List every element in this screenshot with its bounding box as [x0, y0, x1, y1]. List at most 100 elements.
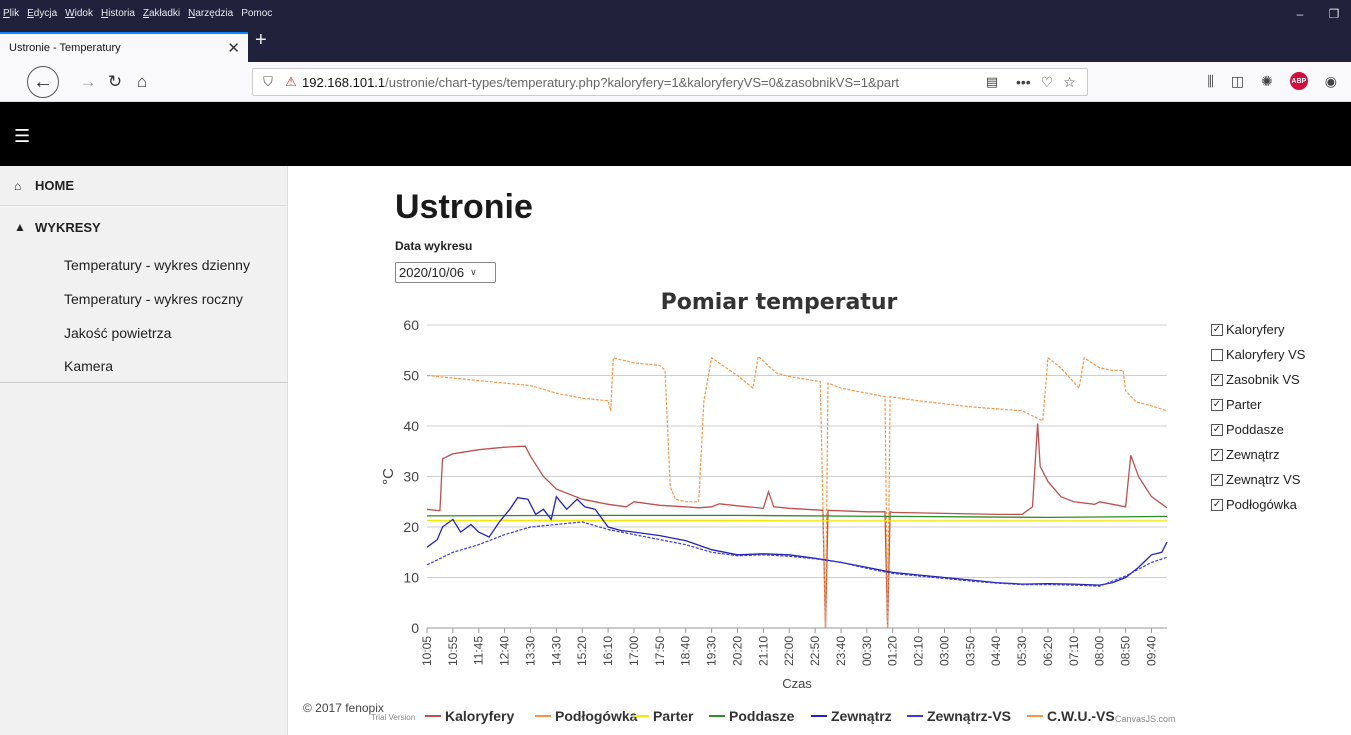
y-tick-label: 30 — [403, 469, 419, 485]
series-checkbox[interactable]: ✓ Zewnątrz VS — [1211, 472, 1300, 487]
x-tick-label: 05:30 — [1015, 636, 1029, 666]
x-tick-label: 21:10 — [756, 636, 770, 666]
sidebar-toggle-icon[interactable]: ◫ — [1230, 72, 1245, 89]
x-tick-label: 11:45 — [472, 636, 486, 665]
page-header: ☰ — [0, 102, 1351, 166]
home-button[interactable]: ⌂ — [136, 72, 148, 91]
series-checkbox-label: Poddasze — [1226, 422, 1284, 437]
extension-icon[interactable]: ✺ — [1261, 72, 1273, 89]
page-title: Ustronie — [395, 188, 533, 226]
y-tick-label: 20 — [403, 519, 419, 535]
menu-item[interactable]: Edycja — [27, 8, 58, 19]
checkbox-unchecked-icon[interactable] — [1211, 348, 1223, 361]
checkbox-checked-icon[interactable]: ✓ — [1211, 448, 1223, 461]
x-tick-label: 09:40 — [1144, 636, 1158, 666]
series-checkbox[interactable]: Kaloryfery VS — [1211, 347, 1305, 362]
restore-icon[interactable]: ❐ — [1328, 6, 1340, 21]
legend-label: Zewnątrz-VS — [927, 708, 1011, 724]
legend-label: Zewnątrz — [831, 708, 892, 724]
more-actions-icon[interactable]: ••• — [1016, 73, 1031, 90]
shield-icon[interactable]: ⛉ — [263, 74, 273, 89]
series-checkbox-label: Parter — [1226, 397, 1262, 412]
menu-item[interactable]: Plik — [3, 8, 20, 19]
date-select[interactable]: 2020/10/06 ∨ — [395, 262, 496, 283]
series-checkbox[interactable]: ✓ Kaloryfery — [1211, 322, 1285, 337]
legend-label: Parter — [653, 708, 694, 724]
reload-button[interactable]: ↻ — [107, 72, 123, 91]
menu-item[interactable]: Narzędzia — [188, 8, 234, 19]
series-checkbox[interactable]: ✓ Parter — [1211, 397, 1261, 412]
close-icon[interactable]: ✕ — [227, 40, 240, 57]
x-tick-label: 14:30 — [549, 636, 563, 666]
url-bar[interactable]: ⛉ ⚠ 192.168.101.1/ustronie/chart-types/t… — [252, 68, 1088, 96]
series-checkbox-label: Zewnątrz — [1226, 447, 1280, 462]
pocket-icon[interactable]: ♡ — [1040, 73, 1054, 90]
x-tick-label: 16:10 — [601, 636, 615, 666]
browser-tab[interactable]: Ustronie - Temperatury ✕ — [0, 32, 248, 62]
url-path: /ustronie/chart-types/temperatury.php?ka… — [385, 74, 900, 90]
forward-button[interactable]: → — [79, 72, 97, 91]
checkbox-checked-icon[interactable]: ✓ — [1211, 373, 1223, 386]
window-controls: – ❐ — [1283, 0, 1351, 27]
tab-title: Ustronie - Temperatury — [9, 42, 121, 54]
minimize-icon[interactable]: – — [1296, 6, 1304, 21]
x-tick-label: 19:30 — [705, 636, 719, 666]
menu-item[interactable]: Pomoc — [241, 8, 273, 19]
sidebar: ⌂ HOME ▲ WYKRESY Temperatury - wykres dz… — [0, 166, 288, 735]
sidebar-wykresy-label: WYKRESY — [35, 219, 101, 235]
x-tick-label: 23:40 — [834, 636, 848, 666]
x-axis-label: Czas — [782, 676, 812, 691]
reader-view-icon[interactable]: ▤ — [985, 74, 999, 89]
checkbox-checked-icon[interactable]: ✓ — [1211, 498, 1223, 511]
series-checkbox-label: Kaloryfery VS — [1226, 347, 1306, 362]
adblock-icon[interactable]: ABP — [1289, 72, 1308, 90]
series-line-zewn-trz-vs — [426, 521, 1168, 587]
x-tick-label: 10:55 — [446, 636, 460, 666]
sidebar-item-daily-chart[interactable]: Temperatury - wykres dzienny — [64, 257, 250, 273]
series-checkbox[interactable]: ✓ Podłogówka — [1211, 497, 1297, 512]
series-checkbox[interactable]: ✓ Poddasze — [1211, 422, 1284, 437]
browser-menubar: Plik Edycja Widok Historia Zakładki Narzędzia… — [0, 0, 1351, 27]
date-select-value: 2020/10/06 — [399, 265, 465, 280]
series-checkbox-label: Zasobnik VS — [1226, 372, 1300, 387]
sidebar-item-air-quality[interactable]: Jakość powietrza — [64, 325, 172, 341]
back-button[interactable]: ← — [27, 66, 59, 98]
x-tick-label: 17:00 — [627, 636, 641, 666]
sidebar-item-yearly-chart[interactable]: Temperatury - wykres roczny — [64, 291, 243, 307]
url-text[interactable]: 192.168.101.1/ustronie/chart-types/tempe… — [302, 75, 974, 90]
insecure-lock-icon[interactable]: ⚠ — [285, 74, 297, 89]
hamburger-menu-icon[interactable]: ☰ — [14, 126, 31, 146]
menu-item[interactable]: Zakładki — [142, 8, 181, 19]
checkbox-checked-icon[interactable]: ✓ — [1211, 473, 1223, 486]
x-tick-label: 06:20 — [1041, 636, 1055, 666]
account-icon[interactable]: ◉ — [1324, 72, 1337, 89]
menu-item[interactable]: Historia — [100, 8, 135, 19]
chart-area-icon: ▲ — [14, 220, 26, 234]
sidebar-item-home[interactable]: ⌂ HOME — [0, 166, 288, 206]
sidebar-home-label: HOME — [35, 178, 74, 193]
checkbox-checked-icon[interactable]: ✓ — [1211, 423, 1223, 436]
x-tick-label: 03:00 — [937, 636, 951, 666]
bookmark-star-icon[interactable]: ☆ — [1063, 73, 1076, 90]
x-tick-label: 02:10 — [912, 636, 926, 666]
series-checkbox-label: Podłogówka — [1226, 497, 1297, 512]
library-icon[interactable]: ⫼ — [1207, 72, 1214, 89]
x-tick-label: 20:20 — [730, 636, 744, 666]
menu-item[interactable]: Widok — [65, 8, 93, 19]
temperature-chart: Pomiar temperatur 0 10 20 30 40 50 60 °C 10:05 10:… — [371, 290, 1176, 724]
series-line-kaloryfery — [426, 423, 1168, 629]
sidebar-item-camera[interactable]: Kamera — [64, 358, 114, 374]
checkbox-checked-icon[interactable]: ✓ — [1211, 398, 1223, 411]
checkbox-checked-icon[interactable]: ✓ — [1211, 323, 1223, 336]
legend-label: Poddasze — [729, 708, 795, 724]
series-checkbox[interactable]: ✓ Zasobnik VS — [1211, 372, 1300, 387]
new-tab-icon[interactable]: + — [255, 29, 267, 51]
chevron-down-icon: ∨ — [470, 267, 477, 277]
series-checkbox-label: Zewnątrz VS — [1226, 472, 1301, 487]
sidebar-divider — [0, 382, 288, 383]
x-tick-label: 22:00 — [782, 636, 796, 666]
x-tick-label: 17:50 — [653, 636, 667, 666]
series-checkbox[interactable]: ✓ Zewnątrz — [1211, 447, 1279, 462]
sidebar-item-wykresy[interactable]: ▲ WYKRESY — [0, 207, 288, 247]
x-tick-label: 00:30 — [860, 636, 874, 666]
